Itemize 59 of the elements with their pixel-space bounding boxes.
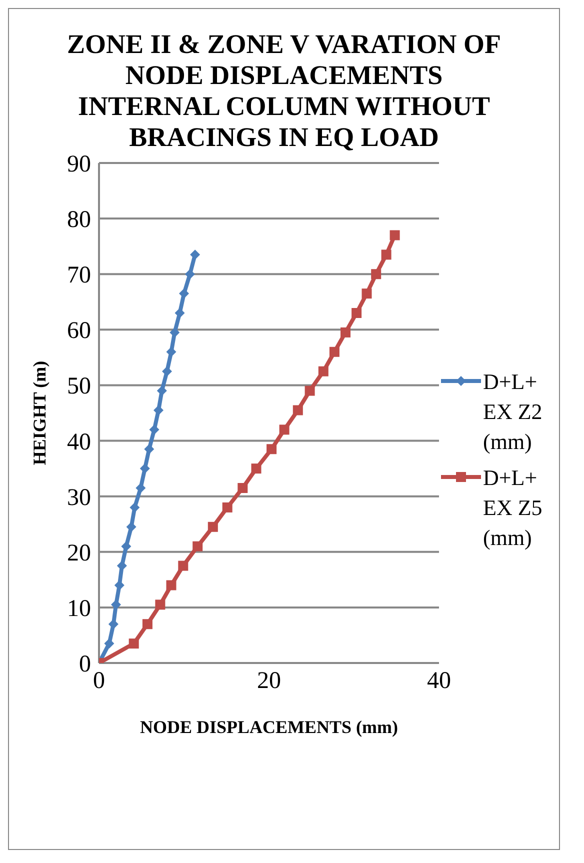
point xyxy=(155,600,166,610)
point xyxy=(156,386,167,396)
point xyxy=(130,502,140,512)
y-axis-title: HEIGHT (m) xyxy=(29,360,50,466)
point xyxy=(128,638,139,649)
point xyxy=(279,424,290,435)
y-tick-label: 10 xyxy=(67,596,91,622)
point xyxy=(126,522,136,532)
y-tick-label: 70 xyxy=(67,262,91,289)
point xyxy=(108,619,118,630)
point xyxy=(136,483,146,493)
point xyxy=(371,269,382,280)
point xyxy=(390,230,400,240)
point xyxy=(208,522,218,532)
y-tick-label: 40 xyxy=(67,429,91,456)
point xyxy=(121,541,132,552)
point xyxy=(222,502,232,512)
y-tick-label: 50 xyxy=(67,374,91,400)
legend-label: D+L+EX Z2 (mm) xyxy=(483,368,544,456)
legend-label: D+L+EX Z5 (mm) xyxy=(483,464,544,552)
point xyxy=(184,269,195,280)
point xyxy=(352,308,362,318)
point xyxy=(149,424,160,435)
y-tick-label: 0 xyxy=(79,652,91,678)
point xyxy=(318,366,328,376)
point xyxy=(104,638,114,649)
y-tick-label: 60 xyxy=(67,318,91,344)
point xyxy=(381,250,392,260)
point xyxy=(162,366,172,376)
point xyxy=(304,386,315,396)
point xyxy=(166,346,176,357)
point xyxy=(166,580,176,590)
chart-title: ZONE II & ZONE V VARATION OF NODE DISPLACEMENTS INTERNAL COLUMN WITHOUT BRACINGS IN EQ LOAD xyxy=(66,29,502,153)
y-tick-label: 20 xyxy=(67,540,91,566)
y-tick-label: 80 xyxy=(67,207,91,234)
point xyxy=(292,405,303,416)
point xyxy=(190,250,200,260)
point xyxy=(179,288,189,299)
point xyxy=(251,464,262,474)
point xyxy=(116,560,127,571)
point xyxy=(238,483,248,493)
y-tick-label: 90 xyxy=(67,152,91,178)
point xyxy=(174,308,185,318)
x-tick-label: 20 xyxy=(257,668,281,694)
point xyxy=(178,560,188,571)
x-tick-label: 40 xyxy=(427,668,451,694)
point xyxy=(140,464,150,474)
point xyxy=(340,327,350,338)
point xyxy=(114,580,124,590)
point xyxy=(170,327,180,338)
point xyxy=(142,619,152,630)
y-tick-label: 30 xyxy=(67,484,91,511)
x-axis-title: NODE DISPLACEMENTS (mm) xyxy=(140,717,398,737)
point xyxy=(192,541,203,552)
point xyxy=(362,288,372,299)
point xyxy=(154,405,164,416)
point xyxy=(329,346,340,357)
point xyxy=(144,444,154,454)
point xyxy=(266,444,277,454)
